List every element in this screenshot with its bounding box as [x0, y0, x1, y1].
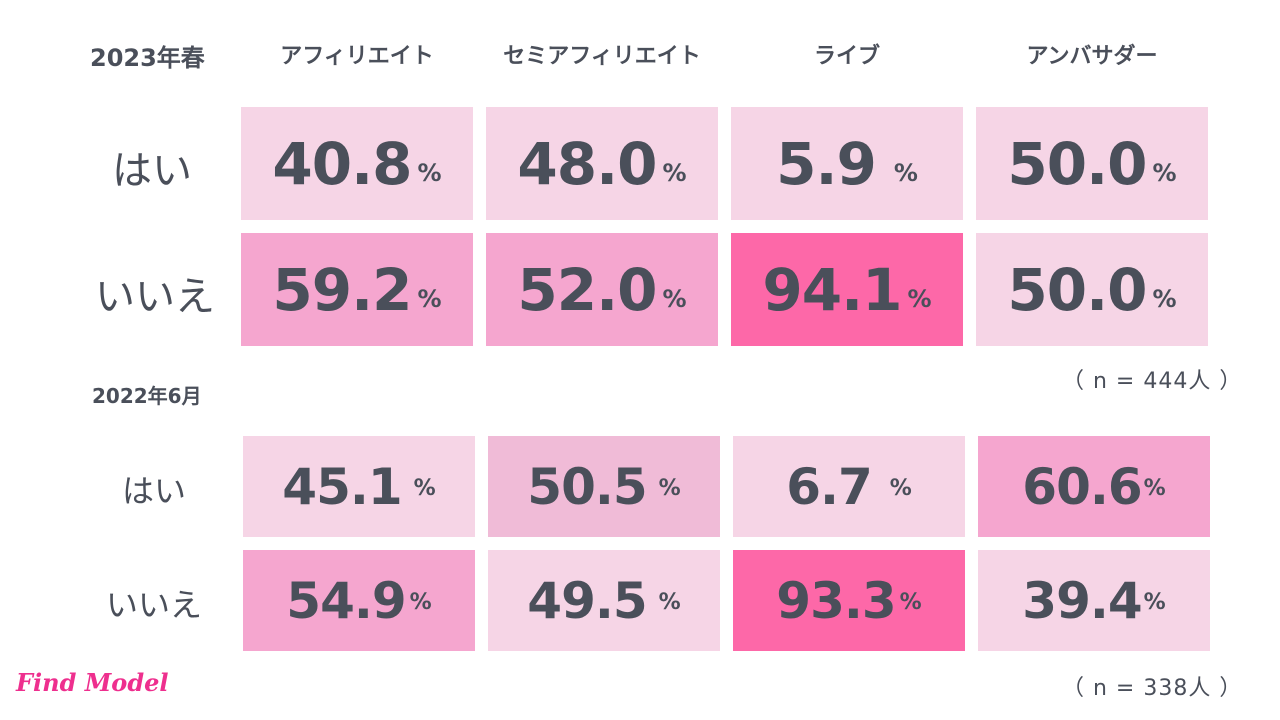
cell-unit: % [889, 476, 912, 501]
table2-cell: 50.5% [488, 436, 720, 537]
cell-unit: % [1152, 284, 1177, 313]
table2-cell: 93.3% [733, 550, 965, 651]
table1-cell: 94.1% [731, 233, 963, 346]
table1-cell: 52.0% [486, 233, 718, 346]
cell-value: 50.0 [1007, 129, 1147, 198]
cell-value: 50.5 [527, 457, 647, 516]
table2-cell: 6.7% [733, 436, 965, 537]
table2-cell: 49.5% [488, 550, 720, 651]
cell-unit: % [893, 158, 918, 187]
column-header-live: ライブ [813, 44, 880, 69]
cell-unit: % [417, 158, 442, 187]
cell-value: 52.0 [517, 255, 657, 324]
cell-value: 50.0 [1007, 255, 1147, 324]
table2-cell: 45.1% [243, 436, 475, 537]
cell-value: 6.7 [786, 457, 873, 516]
cell-unit: % [907, 284, 932, 313]
cell-unit: % [658, 476, 681, 501]
find-model-logo: Find Model [16, 668, 169, 697]
cell-value: 60.6 [1022, 457, 1142, 516]
cell-unit: % [1143, 476, 1166, 501]
table1-cell: 5.9% [731, 107, 963, 220]
cell-value: 5.9 [776, 129, 877, 198]
cell-unit: % [1143, 590, 1166, 615]
cell-value: 59.2 [272, 255, 412, 324]
table2-cell: 60.6% [978, 436, 1210, 537]
cell-unit: % [662, 284, 687, 313]
cell-unit: % [899, 590, 922, 615]
table1-sample-size: （ n = 444人 ） [1062, 369, 1243, 394]
table2-title: 2022年6月 [92, 384, 202, 408]
cell-value: 49.5 [527, 571, 647, 630]
cell-unit: % [413, 476, 436, 501]
cell-value: 94.1 [762, 255, 902, 324]
cell-value: 48.0 [517, 129, 657, 198]
table2-sample-size: （ n = 338人 ） [1062, 676, 1243, 701]
cell-unit: % [662, 158, 687, 187]
table1-row-label-no: いいえ [95, 274, 215, 320]
table2-row-label-yes: はい [122, 472, 187, 510]
table1-cell: 40.8% [241, 107, 473, 220]
column-header-ambassador: アンバサダー [1026, 44, 1158, 69]
cell-unit: % [658, 590, 681, 615]
cell-unit: % [409, 590, 432, 615]
cell-value: 39.4 [1022, 571, 1142, 630]
cell-value: 93.3 [776, 571, 896, 630]
cell-unit: % [417, 284, 442, 313]
table2-cell: 39.4% [978, 550, 1210, 651]
table1-cell: 50.0% [976, 233, 1208, 346]
table1-title: 2023年春 [90, 44, 205, 72]
cell-unit: % [1152, 158, 1177, 187]
cell-value: 45.1 [282, 457, 402, 516]
cell-value: 54.9 [286, 571, 406, 630]
table1-cell: 50.0% [976, 107, 1208, 220]
table2-row-label-no: いいえ [106, 586, 203, 624]
table1-cell: 48.0% [486, 107, 718, 220]
table1-cell: 59.2% [241, 233, 473, 346]
column-header-semi-affiliate: セミアフィリエイト [503, 44, 701, 69]
column-header-affiliate: アフィリエイト [280, 44, 434, 69]
table2-cell: 54.9% [243, 550, 475, 651]
table1-row-label-yes: はい [112, 148, 192, 194]
cell-value: 40.8 [272, 129, 412, 198]
